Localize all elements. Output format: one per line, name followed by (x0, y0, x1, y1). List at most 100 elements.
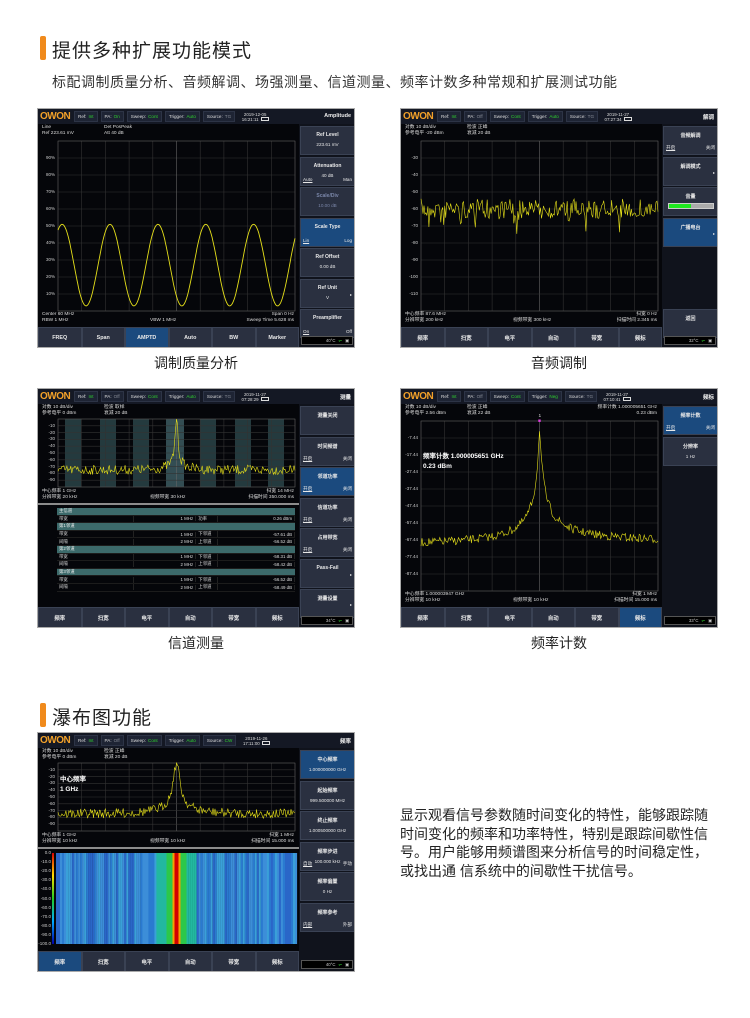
option-right[interactable]: 关闭 (342, 486, 352, 491)
waterfall-tick-label: -50.0 (40, 895, 51, 901)
softkey-[interactable]: 信道功率 开启 关闭 (300, 497, 354, 527)
option-left[interactable]: 开启 (303, 455, 313, 461)
waterfall-column (162, 853, 165, 944)
function-button[interactable]: 带宽 (212, 607, 256, 627)
waterfall-column (62, 853, 65, 944)
option-right[interactable]: 关闭 (342, 547, 352, 552)
function-button[interactable]: AMPTD (125, 327, 169, 347)
softkey-[interactable]: 占用带宽 开启 关闭 (300, 528, 354, 557)
softkey-ref-level[interactable]: Ref Level 223.61 mV (300, 126, 354, 155)
softkey-[interactable]: 时间频谱 开启 关闭 (300, 436, 354, 466)
option-right[interactable]: 关闭 (705, 145, 715, 150)
function-button[interactable]: 扫宽 (444, 607, 488, 627)
softkey-ref-offset[interactable]: Ref Offset 0.00 dB (300, 248, 354, 277)
option-left[interactable]: 开启 (666, 425, 676, 430)
function-button[interactable]: BW (212, 327, 256, 347)
softkey-preamplifier[interactable]: Preamplifier On Off (300, 309, 354, 338)
option-right[interactable]: 关闭 (342, 455, 352, 461)
softkey-[interactable]: 起始频率 999.500000 MHz (300, 780, 354, 810)
option-left[interactable]: 开启 (303, 516, 313, 522)
function-button[interactable]: Auto (168, 327, 212, 347)
status-label: PA: (104, 114, 112, 119)
softkey-panel: 测量关闭 时间频谱 开启 关闭 邻道功率 开启 关闭 信道功率 开启 关闭 占用带宽 开启 关闭 Pass… (299, 404, 354, 627)
function-button[interactable]: 频标 (618, 607, 662, 627)
softkey-[interactable]: 测量关闭 (300, 406, 354, 435)
volume-bar[interactable] (667, 203, 714, 209)
function-button[interactable]: 频率 (401, 327, 445, 347)
softkey-title: 频率步进 (317, 848, 338, 855)
function-button[interactable]: 扫宽 (81, 607, 125, 627)
option-left[interactable]: 内部 (303, 921, 313, 927)
softkey-[interactable]: 频率偏置 0 Hz (300, 872, 354, 901)
softkey-attenuation[interactable]: Attenuation 40 dB Auto Man (300, 156, 354, 186)
option-left[interactable]: 自动 (303, 860, 313, 866)
option-left[interactable]: 开启 (666, 145, 676, 150)
option-right[interactable]: 关闭 (705, 425, 715, 430)
option-right[interactable]: 手动 (342, 860, 352, 866)
softkey-scale-div[interactable]: Scale/Div 10.00 dB (300, 187, 354, 216)
softkey-[interactable]: 频率步进 100.000 kHz 自动 手动 (300, 841, 354, 871)
softkey-scale-type[interactable]: Scale Type Lin Log (300, 217, 354, 247)
waterfall-column (178, 853, 181, 944)
option-left[interactable]: Auto (303, 176, 313, 182)
option-right[interactable]: 关闭 (342, 516, 352, 522)
y-tick-label: -50 (411, 189, 418, 194)
option-right[interactable]: 外部 (342, 921, 352, 927)
softkey-[interactable]: 返回 (663, 309, 717, 338)
function-button[interactable]: 电平 (125, 607, 169, 627)
function-button[interactable]: 自动 (531, 607, 575, 627)
status-value: Off (113, 738, 120, 743)
waterfall-column (238, 853, 241, 944)
y-tick-label: -50 (48, 794, 55, 799)
function-button[interactable]: Span (81, 327, 125, 347)
softkey-[interactable]: 分辨率 1 Hz (663, 436, 717, 466)
softkey-[interactable]: 音频解调 开启 关闭 (663, 126, 717, 155)
function-button[interactable]: 电平 (488, 607, 532, 627)
softkey-[interactable]: 测量设置 ▸ (300, 589, 354, 618)
table-cell: 间隔 (57, 584, 135, 591)
option-right[interactable]: Off (345, 329, 352, 334)
waterfall-column (246, 853, 249, 944)
function-button[interactable]: 电平 (125, 951, 169, 971)
function-button[interactable]: 带宽 (575, 327, 619, 347)
function-button[interactable]: Marker (255, 327, 299, 347)
function-button[interactable]: 扫宽 (444, 327, 488, 347)
option-left[interactable]: 开启 (303, 486, 313, 491)
function-button[interactable]: 电平 (488, 327, 532, 347)
overlay-line: 中心频率 (60, 776, 86, 783)
softkey-[interactable]: 音量 (663, 187, 717, 216)
function-button[interactable]: 带宽 (212, 951, 256, 971)
softkey-pass-fail[interactable]: Pass-Fail ▸ (300, 558, 354, 588)
function-button[interactable]: 自动 (168, 607, 212, 627)
function-button[interactable]: 频标 (255, 607, 299, 627)
softkey-[interactable]: 解调模式 ▸ (663, 156, 717, 186)
waterfall-tick-label: -30.0 (40, 877, 51, 883)
status-indicator: 40°C ⟜ ▣ (301, 960, 353, 969)
softkey-[interactable]: 广播电台 ▸ (663, 217, 717, 247)
softkey-[interactable]: 频率参考 内部 外部 (300, 902, 354, 932)
option-right[interactable]: Man (343, 176, 352, 182)
function-button[interactable]: 扫宽 (81, 951, 125, 971)
function-button[interactable]: 频标 (255, 951, 299, 971)
function-button[interactable]: 自动 (531, 327, 575, 347)
status-source: Source: TG (564, 391, 598, 402)
softkey-[interactable]: 频率计数 开启 关闭 (663, 406, 717, 435)
option-right[interactable]: Log (344, 237, 352, 243)
status-value: CW (224, 738, 233, 743)
option-left[interactable]: On (303, 329, 310, 334)
function-button[interactable]: 自动 (168, 951, 212, 971)
softkey-[interactable]: 邻道功率 开启 关闭 (300, 467, 354, 496)
function-button[interactable]: 频率 (38, 951, 82, 971)
function-button[interactable]: 频率 (401, 607, 445, 627)
waterfall-column (242, 853, 245, 944)
function-button[interactable]: 频率 (38, 607, 82, 627)
function-button[interactable]: 频标 (618, 327, 662, 347)
softkey-[interactable]: 中心频率 1.000000000 GHz (300, 750, 354, 779)
function-button[interactable]: 带宽 (575, 607, 619, 627)
function-button[interactable]: FREQ (38, 327, 82, 347)
softkey-options: On Off (303, 329, 352, 334)
option-left[interactable]: Lin (303, 237, 310, 243)
softkey-ref-unit[interactable]: Ref Unit V ▸ (300, 278, 354, 308)
softkey-[interactable]: 终止频率 1.000500000 GHz (300, 811, 354, 840)
option-left[interactable]: 开启 (303, 547, 313, 552)
